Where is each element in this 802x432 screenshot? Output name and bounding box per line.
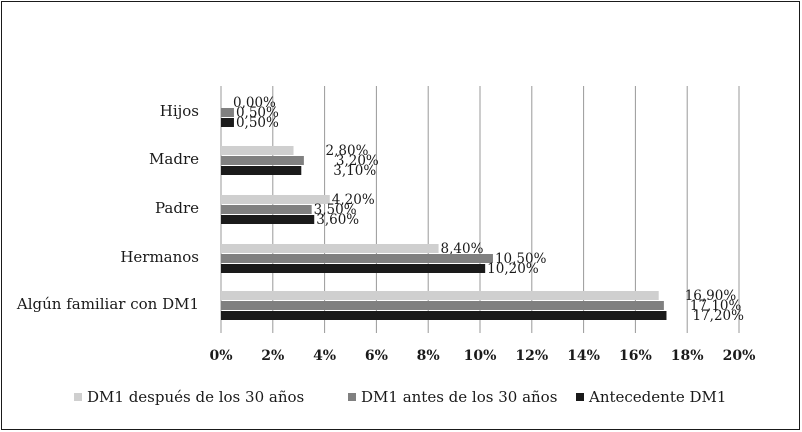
x-tick-label: 12% [515, 348, 548, 364]
data-label: 17,10% [690, 298, 742, 314]
x-tick-label: 0% [209, 348, 232, 364]
data-label: 10,50% [495, 251, 547, 267]
bar [221, 291, 659, 300]
x-tick-label: 10% [464, 348, 497, 364]
bar [221, 244, 439, 253]
data-label: 10,20% [487, 261, 539, 277]
bar [221, 264, 486, 273]
legend-label: DM1 antes de los 30 años [361, 388, 557, 406]
category-label: Hermanos [120, 248, 199, 266]
bar [221, 195, 330, 204]
x-tick-label: 20% [723, 348, 756, 364]
data-label: 0,00% [233, 95, 276, 111]
data-label: 0,50% [236, 115, 279, 131]
bar [221, 146, 294, 155]
data-label: 2,80% [326, 143, 369, 159]
data-label: 3,20% [336, 153, 379, 169]
x-tick-label: 2% [261, 348, 284, 364]
category-label: Algún familiar con DM1 [16, 295, 199, 313]
legend-label: Antecedente DM1 [588, 388, 726, 406]
legend-swatch [348, 393, 356, 401]
category-label: Padre [155, 199, 199, 217]
bar [221, 205, 312, 214]
category-label: Hijos [160, 102, 199, 120]
x-tick-label: 18% [671, 348, 704, 364]
bar [221, 311, 667, 320]
x-tick-label: 16% [619, 348, 652, 364]
data-label: 4,20% [332, 192, 375, 208]
legend-swatch [74, 393, 82, 401]
category-label: Madre [149, 150, 199, 168]
bar [221, 254, 493, 263]
x-tick-label: 4% [313, 348, 336, 364]
bar [221, 108, 234, 117]
legend-swatch [576, 393, 584, 401]
bar [221, 118, 234, 127]
x-tick-label: 14% [567, 348, 600, 364]
bar [221, 215, 315, 224]
data-label: 8,40% [441, 241, 484, 257]
data-label: 17,20% [692, 308, 744, 324]
data-label: 16,90% [685, 288, 737, 304]
data-label: 3,50% [314, 202, 357, 218]
bar [221, 301, 664, 310]
data-label: 3,10% [333, 163, 376, 179]
bar [221, 166, 302, 175]
data-label: 0,50% [236, 105, 279, 121]
data-label: 3,60% [316, 212, 359, 228]
legend-label: DM1 después de los 30 años [87, 388, 304, 406]
bar [221, 156, 304, 165]
x-tick-label: 6% [365, 348, 388, 364]
x-tick-label: 8% [417, 348, 440, 364]
